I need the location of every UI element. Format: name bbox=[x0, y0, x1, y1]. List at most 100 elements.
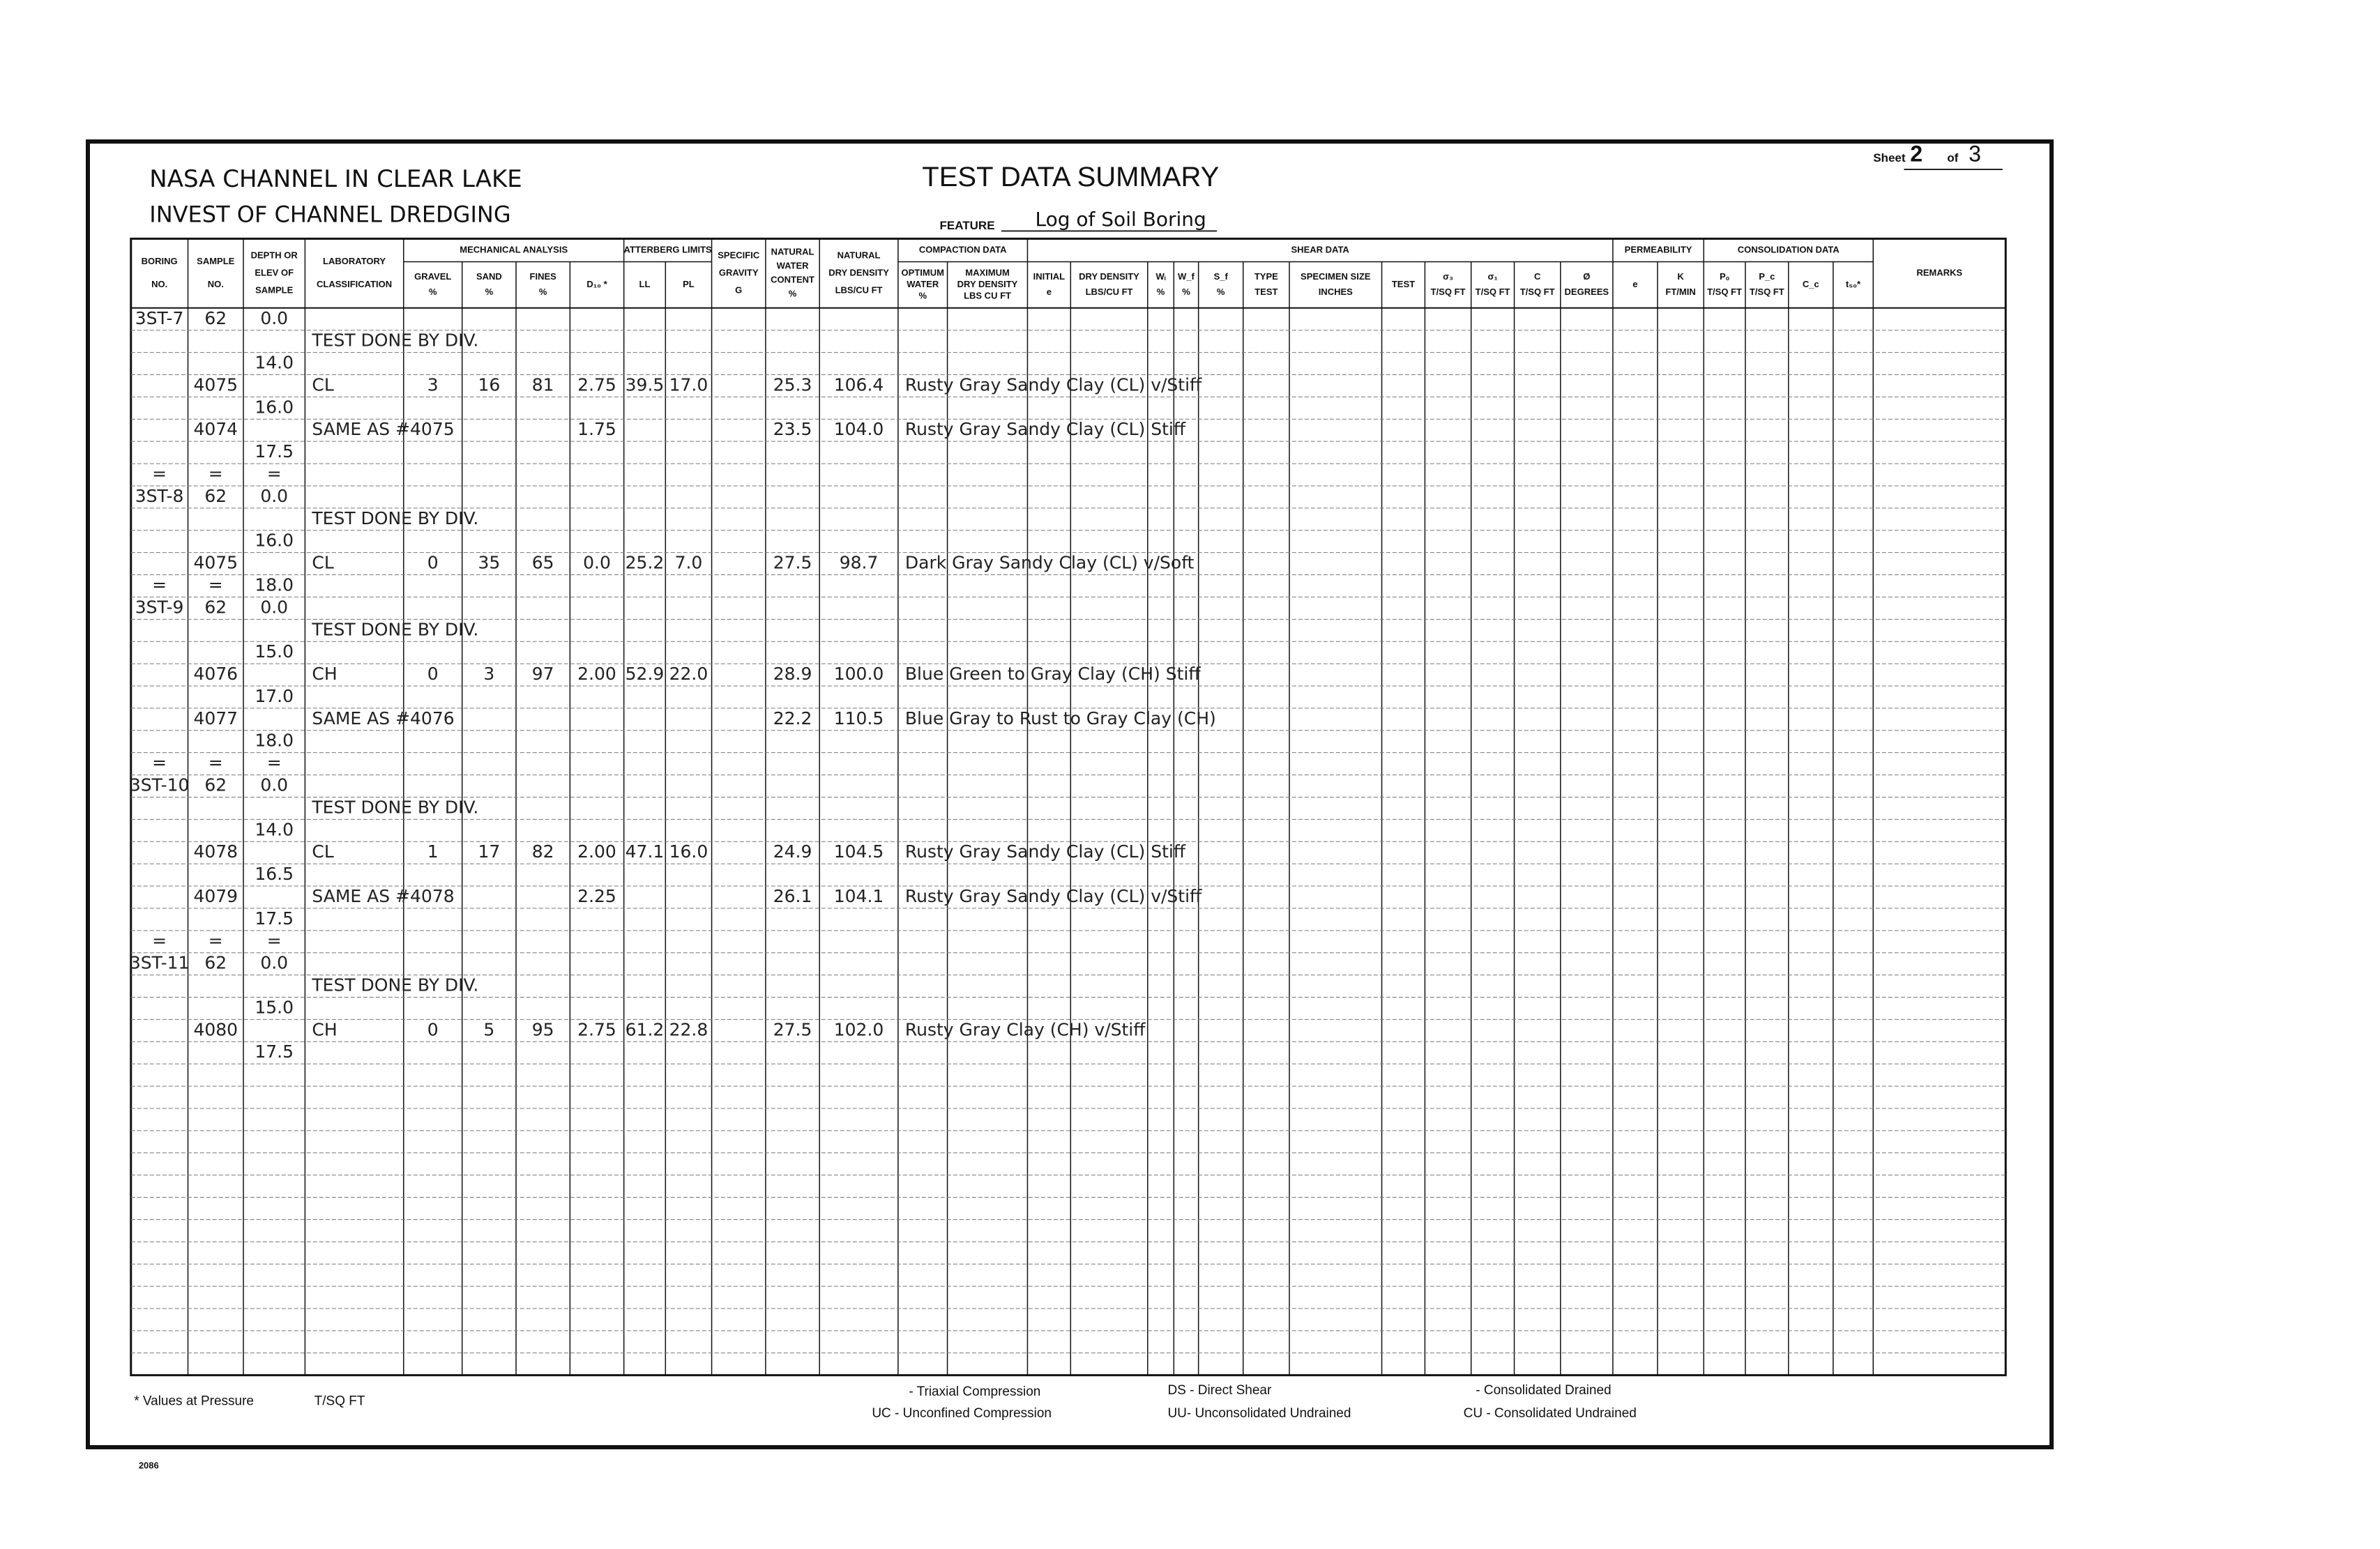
column-header: FINES bbox=[530, 271, 557, 282]
cell: = bbox=[209, 464, 223, 484]
column-header: % bbox=[789, 288, 797, 298]
cell: 1.75 bbox=[577, 419, 616, 439]
cell: Blue Gray to Rust to Gray Clay (CH) bbox=[905, 708, 1216, 728]
cell: 4077 bbox=[193, 708, 238, 728]
cell: 24.9 bbox=[773, 841, 812, 862]
column-header: C_c bbox=[1803, 279, 1819, 289]
cell: 95 bbox=[532, 1019, 554, 1039]
cell: 100.0 bbox=[834, 664, 884, 684]
legend-note: T/SQ FT bbox=[314, 1394, 365, 1408]
cell: TEST DONE BY DIV. bbox=[311, 508, 478, 528]
cell: 39.5 bbox=[626, 374, 665, 395]
project: NASA CHANNEL IN CLEAR LAKE bbox=[149, 165, 522, 193]
cell: TEST DONE BY DIV. bbox=[311, 330, 478, 351]
column-header: MAXIMUM bbox=[965, 268, 1010, 278]
column-header: SAND bbox=[476, 271, 502, 282]
cell: 62 bbox=[204, 486, 227, 506]
column-header: BORING bbox=[142, 256, 178, 266]
cell: 4075 bbox=[193, 553, 238, 573]
cell: = bbox=[209, 753, 223, 773]
column-header: LBS/CU FT bbox=[1086, 287, 1133, 297]
cell: Rusty Gray Sandy Clay (CL) v/Stiff bbox=[905, 374, 1202, 395]
cell: = bbox=[267, 464, 282, 484]
column-header: GRAVEL bbox=[414, 271, 451, 282]
cell: 18.0 bbox=[255, 731, 294, 751]
column-header: % bbox=[1217, 287, 1225, 297]
cell: 4075 bbox=[193, 374, 238, 395]
cell: = bbox=[267, 753, 282, 773]
cell: 3ST-10 bbox=[130, 775, 190, 795]
cell: 18.0 bbox=[255, 574, 294, 595]
cell: 2.00 bbox=[577, 664, 616, 684]
cell: 4080 bbox=[193, 1019, 238, 1039]
column-header: DEPTH OR bbox=[251, 250, 298, 261]
feature: Log of Soil Boring bbox=[1035, 208, 1206, 231]
cell: 2.25 bbox=[577, 886, 616, 906]
cell: SAME AS #4078 bbox=[312, 886, 454, 906]
column-header: DRY DENSITY bbox=[1079, 271, 1139, 282]
cell: 17.5 bbox=[255, 441, 294, 461]
column-header: DRY DENSITY bbox=[957, 279, 1018, 289]
column-header: FT/MIN bbox=[1665, 287, 1695, 297]
column-header: SAMPLE bbox=[255, 284, 294, 295]
column-header: NATURAL bbox=[837, 250, 881, 261]
cell: Dark Gray Sandy Clay (CL) v/Soft bbox=[905, 553, 1195, 573]
cell: 62 bbox=[204, 775, 227, 795]
cell: = bbox=[209, 931, 223, 951]
column-header: T/SQ FT bbox=[1707, 287, 1742, 297]
column-header: SPECIMEN SIZE bbox=[1301, 271, 1371, 282]
table-border bbox=[130, 237, 2007, 1377]
cell: 65 bbox=[532, 553, 554, 573]
cell: 28.9 bbox=[773, 664, 812, 684]
cell: 4079 bbox=[193, 886, 238, 906]
cell: 104.1 bbox=[834, 886, 884, 906]
cell: Rusty Gray Sandy Clay (CL) v/Stiff bbox=[905, 886, 1202, 906]
cell: = bbox=[152, 753, 167, 773]
cell: 25.2 bbox=[626, 553, 665, 573]
group-header: CONSOLIDATION DATA bbox=[1738, 244, 1840, 254]
cell: CL bbox=[312, 374, 333, 395]
sheet-label: Sheet bbox=[1873, 151, 1906, 165]
legend-note: DS - Direct Shear bbox=[1167, 1383, 1272, 1398]
cell: CL bbox=[312, 553, 333, 573]
cell: 35 bbox=[478, 553, 500, 573]
cell: 14.0 bbox=[255, 819, 294, 839]
cell: 22.8 bbox=[669, 1019, 708, 1039]
cell: 3ST-11 bbox=[130, 953, 190, 973]
cell: 16.0 bbox=[255, 397, 294, 417]
cell: CH bbox=[312, 1019, 337, 1039]
cell: 1 bbox=[427, 841, 439, 862]
cell: 5 bbox=[483, 1019, 494, 1039]
column-header: DRY DENSITY bbox=[828, 268, 889, 278]
column-header: Pₒ bbox=[1720, 271, 1730, 282]
group-header: MECHANICAL ANALYSIS bbox=[460, 244, 568, 254]
cell: 110.5 bbox=[834, 708, 884, 728]
of-label: of bbox=[1947, 151, 1958, 165]
cell: TEST DONE BY DIV. bbox=[311, 975, 478, 995]
feature-label: FEATURE bbox=[940, 219, 995, 232]
column-header: T/SQ FT bbox=[1476, 287, 1510, 297]
cell: 0 bbox=[427, 553, 439, 573]
column-header: INITIAL bbox=[1033, 271, 1066, 282]
cell: 27.5 bbox=[773, 553, 812, 573]
cell: = bbox=[152, 931, 167, 951]
column-header: NO. bbox=[208, 279, 224, 289]
cell: 2.00 bbox=[577, 841, 616, 862]
cell: 0.0 bbox=[260, 486, 288, 506]
cell: 0.0 bbox=[260, 597, 288, 617]
cell: 25.3 bbox=[773, 374, 812, 395]
cell: TEST DONE BY DIV. bbox=[311, 619, 478, 639]
cell: 0 bbox=[427, 1019, 439, 1039]
legend-note: - Consolidated Drained bbox=[1476, 1383, 1611, 1398]
cell: 17.5 bbox=[255, 1041, 294, 1062]
column-header: ELEV OF bbox=[255, 268, 294, 278]
cell: 16 bbox=[478, 374, 500, 395]
cell: 23.5 bbox=[773, 419, 812, 439]
column-header: GRAVITY bbox=[719, 268, 759, 278]
cell: 16.0 bbox=[255, 531, 294, 551]
cell: 47.1 bbox=[626, 841, 665, 862]
cell: 97 bbox=[532, 664, 554, 684]
cell: 62 bbox=[204, 953, 227, 973]
column-header: T/SQ FT bbox=[1431, 287, 1466, 297]
cell: TEST DONE BY DIV. bbox=[311, 797, 478, 817]
